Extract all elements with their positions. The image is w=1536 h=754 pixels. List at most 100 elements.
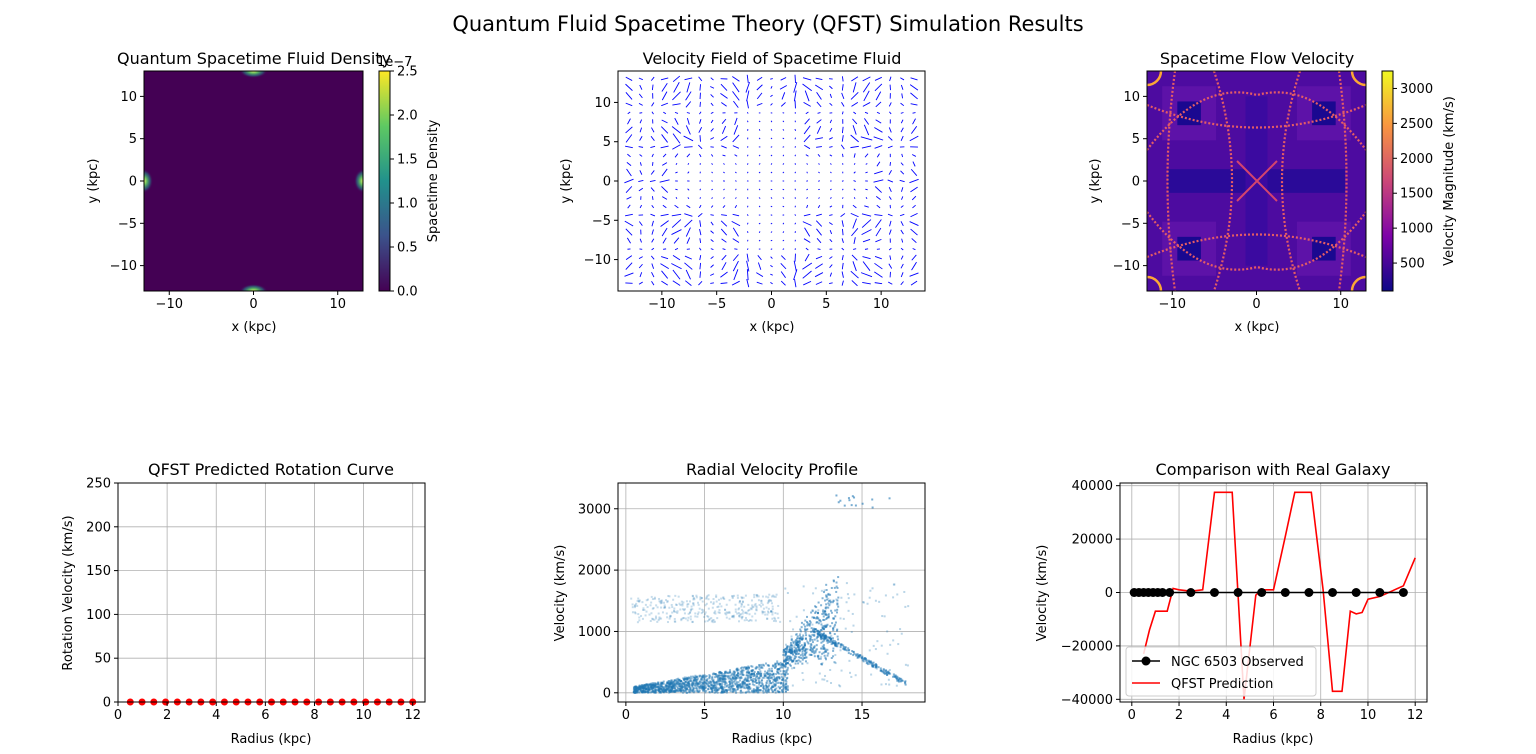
- radial-point: [704, 675, 707, 678]
- radial-point: [831, 622, 834, 625]
- radial-point: [685, 691, 688, 694]
- radial-point: [757, 595, 760, 598]
- quiver-arrow: [840, 213, 846, 218]
- quiver-arrow: [816, 119, 822, 124]
- radial-point: [653, 689, 656, 692]
- radial-point: [791, 667, 794, 670]
- radial-point: [752, 669, 755, 672]
- radial-point: [744, 684, 747, 687]
- quiver-arrow: [624, 272, 634, 277]
- quiver-arrow: [829, 214, 833, 216]
- radial-point: [710, 683, 713, 686]
- radial-point: [741, 612, 744, 615]
- radial-point: [642, 686, 645, 689]
- radial-marks: [630, 494, 910, 694]
- radial-point: [631, 603, 634, 606]
- radial-point: [766, 671, 769, 674]
- radial-point: [820, 632, 823, 635]
- radial-point: [735, 674, 738, 677]
- radial-point: [858, 656, 861, 659]
- radial-point: [837, 596, 840, 599]
- radial-point: [715, 680, 718, 683]
- radial-point: [707, 688, 710, 691]
- quiver-arrow: [830, 197, 832, 199]
- quiver-arrow: [756, 272, 764, 277]
- quiver-arrow: [721, 145, 727, 149]
- quiver-arrow: [758, 120, 761, 123]
- quiver-arrow: [638, 146, 644, 148]
- radial-point: [852, 624, 855, 627]
- radial-point: [697, 603, 700, 606]
- radial-point: [643, 685, 646, 688]
- quiver-arrow: [779, 85, 787, 90]
- radial-point: [778, 672, 781, 675]
- radial-point: [904, 681, 907, 684]
- radial-point: [644, 614, 647, 617]
- y-tick-label: 0: [129, 175, 137, 190]
- radial-point: [813, 633, 816, 636]
- radial-point: [699, 598, 702, 601]
- radial-point: [745, 618, 748, 621]
- quiver-arrow: [830, 163, 832, 165]
- quiver-arrow: [804, 227, 811, 237]
- colorbar-tick-label: 2000: [1400, 152, 1433, 167]
- radial-point: [766, 664, 769, 667]
- quiver-arrow: [732, 134, 740, 143]
- quiver-arrow: [746, 269, 749, 281]
- quiver-arrow: [710, 214, 714, 216]
- radial-point: [886, 673, 889, 676]
- radial-point: [814, 610, 817, 613]
- x-tick-label: −10: [1159, 297, 1186, 312]
- quiver-arrow: [770, 248, 773, 250]
- radial-point: [832, 599, 835, 602]
- quiver-arrow: [684, 213, 693, 217]
- radial-point: [885, 672, 888, 675]
- radial-point: [898, 678, 901, 681]
- quiver-arrow: [758, 129, 761, 131]
- radial-point: [900, 677, 903, 680]
- radial-point: [738, 613, 741, 616]
- radial-point: [712, 687, 715, 690]
- x-tick-label: 5: [822, 297, 830, 312]
- quiver-arrow: [889, 255, 892, 260]
- radial-point: [718, 602, 721, 605]
- radial-point: [684, 680, 687, 683]
- radial-point: [747, 689, 750, 692]
- observed-point: [1351, 588, 1361, 597]
- flow-pattern: [1147, 71, 1366, 291]
- radial-point: [806, 624, 809, 627]
- radial-point: [757, 686, 760, 689]
- radial-point: [809, 645, 812, 648]
- radial-point: [638, 600, 641, 603]
- quiver-arrow: [650, 213, 656, 217]
- radial-point: [814, 651, 817, 654]
- radial-point: [758, 681, 761, 684]
- radial-point: [660, 685, 663, 688]
- radial-point: [689, 678, 692, 681]
- quiver-arrow: [672, 144, 681, 150]
- quiver-arrow: [650, 76, 655, 81]
- radial-point: [631, 606, 634, 609]
- radial-point: [786, 685, 789, 688]
- radial-point: [709, 601, 712, 604]
- radial-point: [774, 683, 777, 686]
- radial-point: [723, 673, 726, 676]
- radial-point: [656, 606, 659, 609]
- radial-point: [829, 639, 832, 642]
- radial-point: [667, 685, 670, 688]
- radial-point: [740, 684, 743, 687]
- radial-point: [726, 689, 729, 692]
- quiver-arrow: [732, 227, 739, 237]
- radial-point: [871, 498, 874, 501]
- radial-point: [640, 614, 643, 617]
- radial-point: [750, 608, 753, 611]
- radial-point: [650, 683, 653, 686]
- radial-point: [820, 604, 823, 607]
- radial-point: [877, 666, 880, 669]
- quiver-arrow: [850, 91, 859, 100]
- quiver-arrow: [746, 260, 750, 272]
- radial-point: [818, 672, 821, 675]
- radial-point: [668, 680, 671, 683]
